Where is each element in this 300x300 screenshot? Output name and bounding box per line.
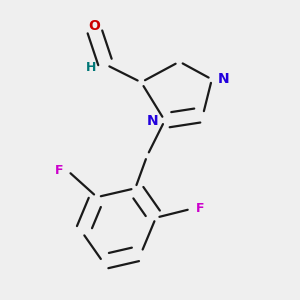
Text: O: O bbox=[88, 19, 100, 33]
Text: F: F bbox=[196, 202, 204, 215]
Text: F: F bbox=[55, 164, 63, 177]
Text: N: N bbox=[218, 72, 230, 86]
Text: H: H bbox=[86, 61, 96, 74]
Text: N: N bbox=[147, 114, 159, 128]
